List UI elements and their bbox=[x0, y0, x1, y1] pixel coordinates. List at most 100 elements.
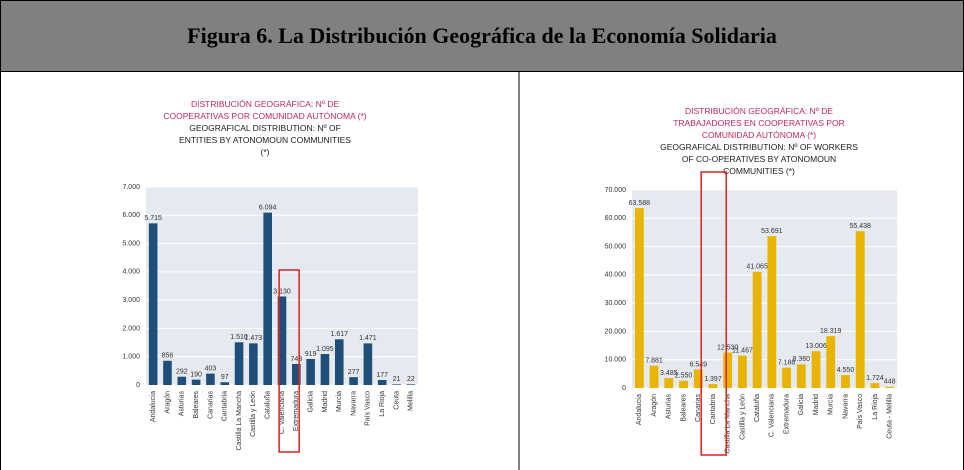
bar bbox=[664, 378, 674, 388]
value-label: 292 bbox=[176, 369, 188, 376]
value-label: 18.319 bbox=[820, 328, 842, 335]
x-tick-label: Asturias bbox=[666, 394, 673, 420]
value-label: 3.130 bbox=[273, 288, 291, 295]
x-tick-label: Cantabria bbox=[222, 391, 229, 421]
x-tick-label: C. Valenciana bbox=[279, 391, 286, 434]
x-tick-label: Madrid bbox=[813, 394, 820, 416]
value-label: 919 bbox=[305, 351, 317, 358]
y-tick-label: 10.000 bbox=[605, 357, 627, 364]
value-label: 1.617 bbox=[330, 331, 348, 338]
x-tick-label: Cataluña bbox=[754, 394, 761, 422]
value-label: 5.715 bbox=[144, 215, 162, 222]
header-title: Figura 6. La Distribución Geográfica de … bbox=[0, 0, 964, 72]
value-label: 53.691 bbox=[761, 228, 783, 235]
y-tick-label: 60.000 bbox=[605, 215, 627, 222]
x-tick-label: La Rioja bbox=[872, 394, 879, 420]
x-tick-label: Extremadura bbox=[783, 394, 790, 434]
bar bbox=[826, 336, 836, 388]
chart-title: DISTRIBUCIÓN GEOGRÁFICA: Nº DE COOPERATI… bbox=[163, 99, 367, 121]
value-label: 41.065 bbox=[746, 264, 768, 271]
bar bbox=[392, 384, 401, 385]
plot-area bbox=[632, 190, 897, 388]
bar bbox=[163, 360, 172, 385]
value-label: 7.188 bbox=[778, 360, 796, 367]
x-tick-label: Castilla La Mancha bbox=[725, 394, 732, 454]
value-label: 1.510 bbox=[230, 334, 248, 341]
x-tick-label: Baleares bbox=[680, 394, 687, 422]
y-tick-label: 20.000 bbox=[605, 328, 627, 335]
x-tick-label: Baleares bbox=[193, 391, 200, 419]
bar bbox=[634, 208, 644, 388]
highlight-box bbox=[278, 269, 300, 453]
x-tick-label: Aragón bbox=[651, 394, 658, 417]
value-label: 22 bbox=[407, 376, 415, 383]
x-tick-label: Canarias bbox=[207, 391, 214, 420]
x-tick-label: Galicia bbox=[307, 391, 314, 413]
bar bbox=[377, 379, 387, 385]
x-tick-label: Aragón bbox=[164, 391, 171, 414]
value-label: 190 bbox=[190, 371, 202, 378]
x-tick-label: Castilla y León bbox=[739, 394, 746, 440]
value-label: 12.530 bbox=[717, 344, 739, 351]
x-tick-label: Navarra bbox=[842, 394, 849, 419]
value-label: 743 bbox=[290, 356, 302, 363]
bar bbox=[320, 354, 330, 385]
bar bbox=[206, 373, 215, 385]
x-tick-label: Extremadura bbox=[293, 391, 300, 431]
value-label: 8.360 bbox=[793, 356, 811, 363]
value-label: 277 bbox=[348, 369, 360, 376]
bar bbox=[263, 212, 272, 385]
bar bbox=[708, 384, 718, 388]
bar bbox=[738, 355, 747, 388]
x-tick-label: Cantabria bbox=[710, 394, 717, 424]
y-tick-label: 3.000 bbox=[122, 297, 140, 304]
y-tick-label: 50.000 bbox=[605, 243, 627, 250]
bar bbox=[177, 376, 187, 385]
x-tick-label: Madrid bbox=[322, 391, 329, 413]
bar bbox=[752, 271, 762, 388]
chart-titles: DISTRIBUCIÓN GEOGRÁFICA: Nº DE COOPERATI… bbox=[130, 98, 400, 158]
x-tick-label: Ceuta - Melilla bbox=[886, 394, 893, 439]
bar bbox=[406, 384, 416, 385]
bar bbox=[796, 364, 806, 388]
chart-subtitle: GEOGRAFICAL DISTRIBUTION: Nº OF WORKERS … bbox=[660, 142, 858, 176]
x-tick-label: Murcia bbox=[336, 391, 343, 412]
x-tick-label: Canarias bbox=[695, 394, 702, 423]
bar bbox=[870, 383, 880, 388]
bar bbox=[811, 351, 821, 388]
value-label: 1.724 bbox=[866, 375, 884, 382]
value-label: 21 bbox=[393, 376, 401, 383]
value-label: 7.881 bbox=[645, 358, 663, 365]
value-label: 1.473 bbox=[245, 335, 263, 342]
bar bbox=[148, 223, 158, 385]
value-label: 856 bbox=[162, 353, 174, 360]
value-label: 1.095 bbox=[316, 346, 334, 353]
value-label: 97 bbox=[221, 374, 229, 381]
x-tick-label: Castilla y León bbox=[250, 391, 257, 437]
y-tick-label: 2.000 bbox=[122, 325, 140, 332]
bar bbox=[885, 386, 895, 388]
value-label: 63.588 bbox=[629, 200, 651, 207]
y-tick-label: 0 bbox=[622, 385, 626, 392]
bar bbox=[234, 342, 244, 385]
bar bbox=[220, 382, 230, 385]
bar bbox=[649, 365, 659, 388]
x-tick-label: Asturias bbox=[179, 391, 186, 417]
y-tick-label: 5.000 bbox=[122, 240, 140, 247]
x-tick-label: Ceuta bbox=[393, 391, 400, 410]
bar bbox=[782, 367, 791, 388]
y-tick-label: 7.000 bbox=[122, 184, 140, 191]
value-label: 4.550 bbox=[837, 367, 855, 374]
chart-subtitle: GEOGRAFICAL DISTRIBUTION: Nº OF ENTITIES… bbox=[179, 123, 351, 157]
value-label: 1.397 bbox=[704, 376, 722, 383]
bar bbox=[363, 343, 373, 385]
x-tick-label: La Rioja bbox=[379, 391, 386, 417]
bar bbox=[306, 359, 315, 385]
value-label: 177 bbox=[376, 372, 388, 379]
x-tick-label: País Vasco bbox=[857, 394, 864, 429]
y-tick-label: 30.000 bbox=[605, 300, 627, 307]
value-label: 3.485 bbox=[660, 370, 678, 377]
bar bbox=[292, 363, 301, 385]
value-label: 55.438 bbox=[849, 223, 871, 230]
